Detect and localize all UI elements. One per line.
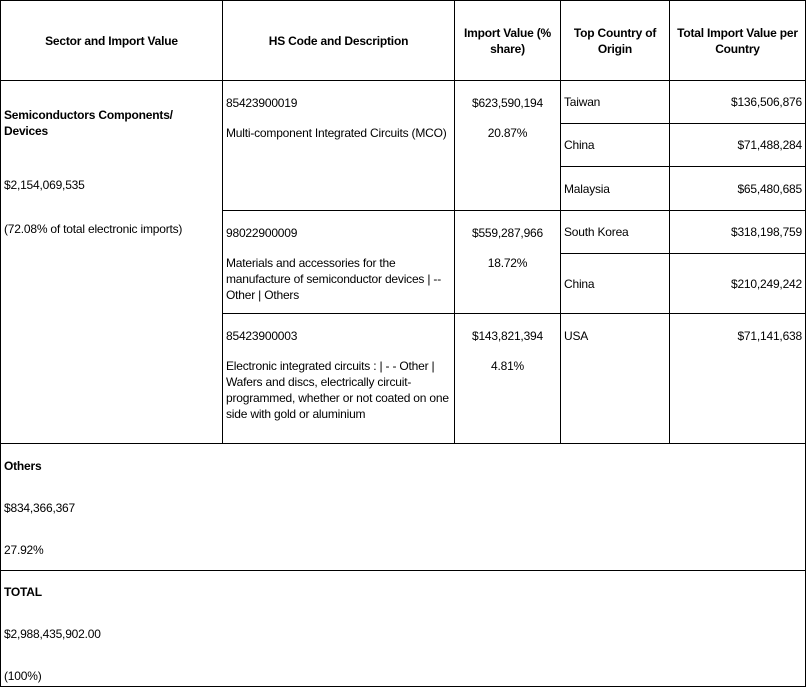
header-country: Top Country of Origin bbox=[560, 0, 670, 81]
country-name: Taiwan bbox=[560, 80, 670, 124]
table-row: China $210,249,242 bbox=[1, 253, 806, 314]
sector-name: Semiconductors Components/ Devices bbox=[4, 108, 173, 138]
others-label: Others bbox=[4, 459, 42, 473]
others-row: Others $834,366,367 27.92% bbox=[0, 443, 806, 571]
header-sector: Sector and Import Value bbox=[0, 0, 223, 81]
country-name: South Korea bbox=[560, 210, 670, 254]
others-value: $834,366,367 bbox=[4, 501, 76, 515]
table-row: 98022900009 Materials and accessories fo… bbox=[1, 210, 806, 314]
header-import-value: Import Value (% share) bbox=[454, 0, 561, 81]
hs-code: 98022900009 bbox=[226, 226, 298, 240]
country-name: Malaysia bbox=[560, 166, 670, 211]
import-value: $143,821,394 bbox=[471, 329, 543, 343]
country-value: $318,198,759 bbox=[669, 210, 806, 254]
country-value: $71,488,284 bbox=[669, 123, 806, 167]
table-row: Malaysia $65,480,685 bbox=[1, 166, 806, 211]
hs-cell: 85423900019 Multi-component Integrated C… bbox=[222, 80, 455, 211]
sector-share: (72.08% of total electronic imports) bbox=[4, 222, 183, 236]
country-value: $65,480,685 bbox=[669, 166, 806, 211]
table-row: China $71,488,284 bbox=[1, 123, 806, 167]
hs-description: Materials and accessories for the manufa… bbox=[226, 256, 442, 302]
table-row: Semiconductors Components/ Devices $2,15… bbox=[0, 80, 806, 444]
others-share: 27.92% bbox=[4, 543, 44, 557]
hs-description: Multi-component Integrated Circuits (MCO… bbox=[226, 126, 447, 140]
hs-code: 85423900019 bbox=[226, 96, 298, 110]
total-value: $2,988,435,902.00 bbox=[4, 627, 101, 641]
header-row: Sector and Import Value HS Code and Desc… bbox=[0, 0, 806, 81]
import-value-cell: $143,821,394 4.81% bbox=[454, 313, 561, 444]
total-cell: TOTAL $2,988,435,902.00 (100%) bbox=[0, 570, 806, 687]
country-value: $210,249,242 bbox=[669, 253, 806, 314]
hs-code: 85423900003 bbox=[226, 329, 298, 343]
import-value-cell: $623,590,194 20.87% bbox=[454, 80, 561, 211]
hs-cell: 85423900003 Electronic integrated circui… bbox=[222, 313, 455, 444]
country-value: $136,506,876 bbox=[669, 80, 806, 124]
import-value: $623,590,194 bbox=[471, 96, 543, 110]
country-name: China bbox=[560, 123, 670, 167]
total-label: TOTAL bbox=[4, 585, 42, 599]
import-value-cell: $559,287,966 18.72% bbox=[454, 210, 561, 314]
total-row: TOTAL $2,988,435,902.00 (100%) bbox=[0, 570, 806, 687]
country-value: $71,141,638 bbox=[669, 313, 806, 444]
import-value: $559,287,966 bbox=[471, 226, 543, 240]
country-name: USA bbox=[560, 313, 670, 444]
total-share: (100%) bbox=[4, 669, 42, 683]
import-share: 18.72% bbox=[487, 256, 528, 270]
hs-description: Electronic integrated circuits : | - - O… bbox=[226, 359, 449, 421]
sector-cell: Semiconductors Components/ Devices $2,15… bbox=[0, 80, 223, 444]
header-country-value: Total Import Value per Country bbox=[669, 0, 806, 81]
table-row: 85423900003 Electronic integrated circui… bbox=[1, 313, 806, 444]
header-hs-code: HS Code and Description bbox=[222, 0, 455, 81]
sector-value: $2,154,069,535 bbox=[4, 178, 85, 192]
import-share: 4.81% bbox=[490, 359, 525, 373]
country-name: China bbox=[560, 253, 670, 314]
hs-cell: 98022900009 Materials and accessories fo… bbox=[222, 210, 455, 314]
import-share: 20.87% bbox=[487, 126, 528, 140]
others-cell: Others $834,366,367 27.92% bbox=[0, 443, 806, 571]
